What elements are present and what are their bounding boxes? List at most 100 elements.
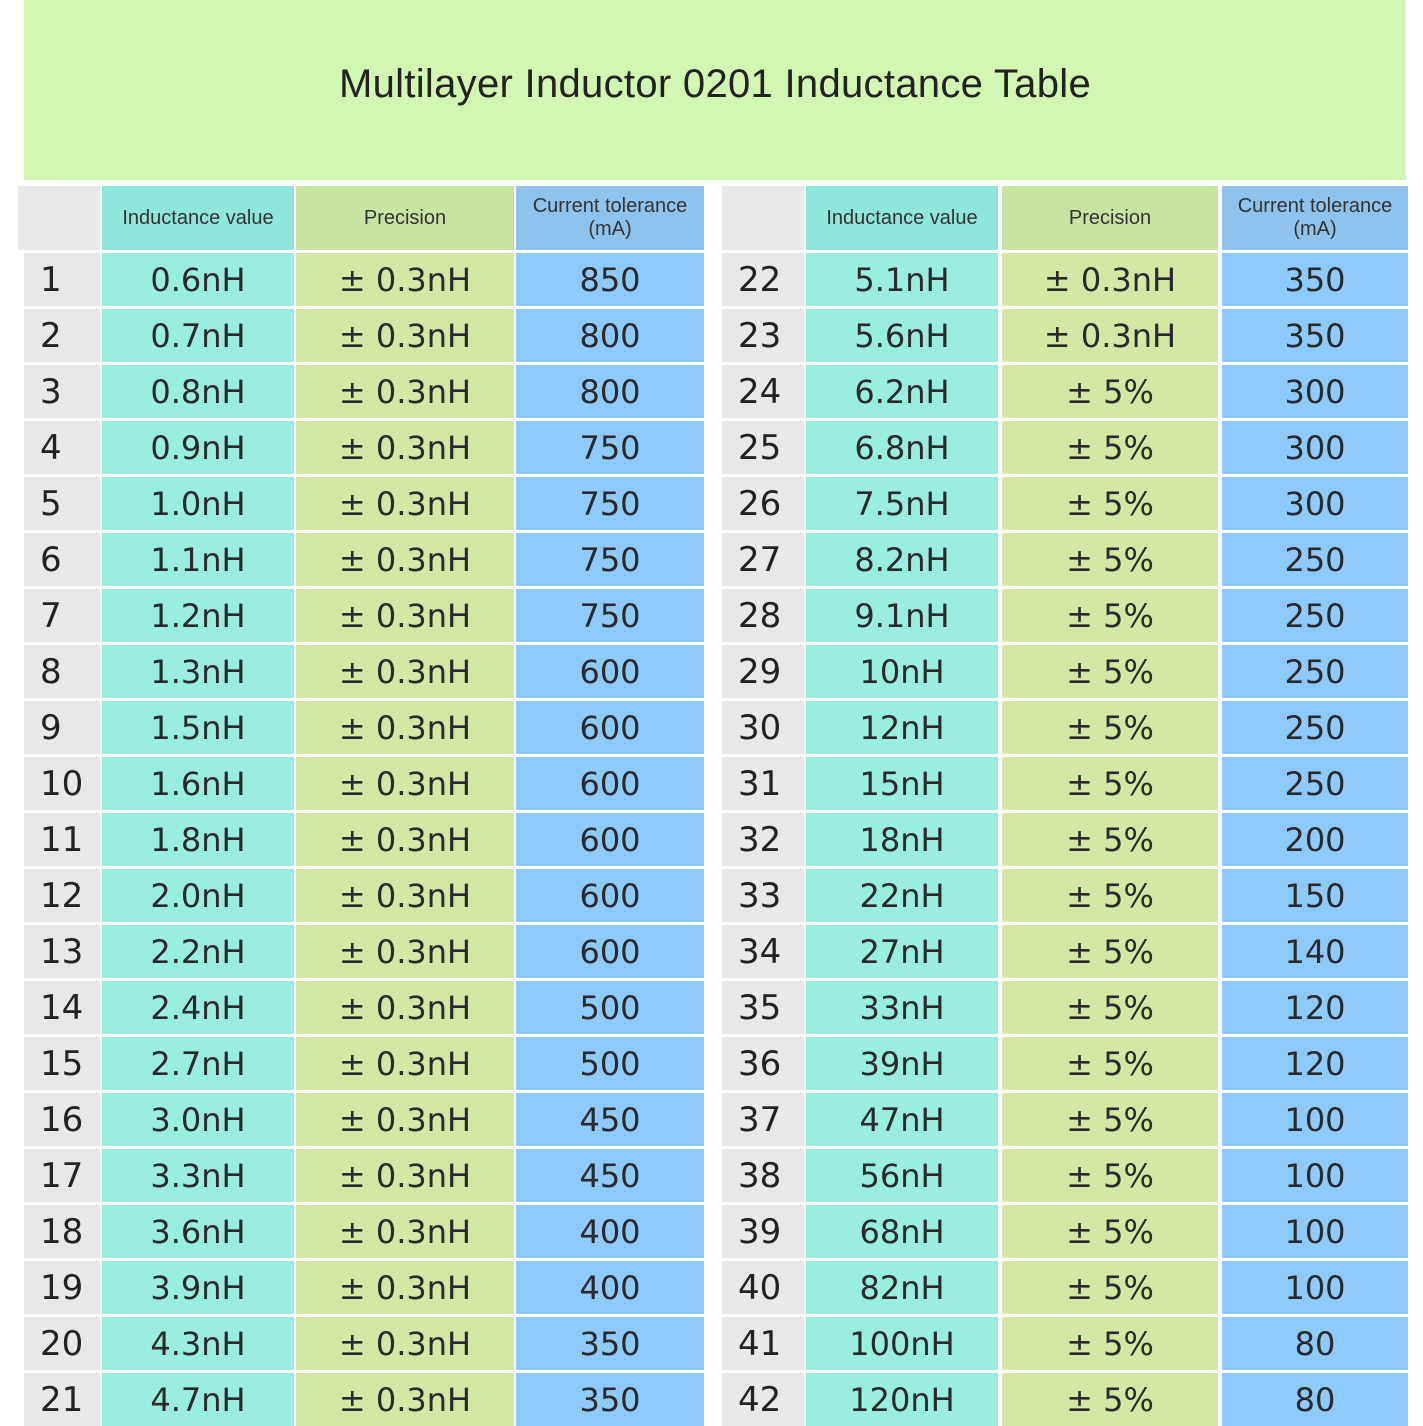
precision-cell: ± 0.3nH <box>296 813 514 866</box>
inductance-cell: 4.7nH <box>102 1373 294 1426</box>
precision-cell: ± 5% <box>1002 589 1218 642</box>
row-number: 19 <box>24 1261 100 1314</box>
inductance-cell: 9.1nH <box>806 589 998 642</box>
row-number: 29 <box>722 645 804 698</box>
row-number: 4 <box>24 421 100 474</box>
inductance-cell: 56nH <box>806 1149 998 1202</box>
current-cell: 80 <box>1222 1373 1408 1426</box>
inductance-cell: 82nH <box>806 1261 998 1314</box>
row-number: 3 <box>24 365 100 418</box>
inductance-cell: 3.0nH <box>102 1093 294 1146</box>
inductance-cell: 3.6nH <box>102 1205 294 1258</box>
row-number: 25 <box>722 421 804 474</box>
precision-cell: ± 5% <box>1002 1205 1218 1258</box>
current-cell: 350 <box>516 1317 704 1370</box>
current-cell: 850 <box>516 253 704 306</box>
inductance-cell: 8.2nH <box>806 533 998 586</box>
inductance-cell: 2.2nH <box>102 925 294 978</box>
header-inductance: Inductance value <box>806 186 998 250</box>
row-number: 41 <box>722 1317 804 1370</box>
precision-cell: ± 0.3nH <box>296 253 514 306</box>
precision-cell: ± 0.3nH <box>296 869 514 922</box>
precision-cell: ± 0.3nH <box>296 645 514 698</box>
inductance-cell: 39nH <box>806 1037 998 1090</box>
precision-cell: ± 0.3nH <box>296 533 514 586</box>
current-cell: 600 <box>516 869 704 922</box>
precision-cell: ± 0.3nH <box>296 757 514 810</box>
current-cell: 250 <box>1222 533 1408 586</box>
current-cell: 300 <box>1222 421 1408 474</box>
inductance-cell: 3.9nH <box>102 1261 294 1314</box>
row-number: 24 <box>722 365 804 418</box>
current-cell: 450 <box>516 1093 704 1146</box>
current-cell: 800 <box>516 365 704 418</box>
inductance-cell: 1.6nH <box>102 757 294 810</box>
row-number: 14 <box>24 981 100 1034</box>
row-number: 30 <box>722 701 804 754</box>
header-precision: Precision <box>1002 186 1218 250</box>
precision-cell: ± 0.3nH <box>296 1093 514 1146</box>
current-cell: 750 <box>516 589 704 642</box>
row-number: 28 <box>722 589 804 642</box>
current-cell: 120 <box>1222 981 1408 1034</box>
precision-cell: ± 0.3nH <box>296 309 514 362</box>
precision-cell: ± 5% <box>1002 869 1218 922</box>
current-cell: 100 <box>1222 1261 1408 1314</box>
inductance-cell: 22nH <box>806 869 998 922</box>
current-cell: 350 <box>1222 253 1408 306</box>
row-number: 40 <box>722 1261 804 1314</box>
precision-cell: ± 0.3nH <box>296 981 514 1034</box>
precision-cell: ± 5% <box>1002 1373 1218 1426</box>
row-number: 1 <box>24 253 100 306</box>
inductance-cell: 5.1nH <box>806 253 998 306</box>
precision-cell: ± 0.3nH <box>296 477 514 530</box>
row-number: 38 <box>722 1149 804 1202</box>
current-cell: 100 <box>1222 1205 1408 1258</box>
precision-cell: ± 5% <box>1002 981 1218 1034</box>
precision-cell: ± 5% <box>1002 365 1218 418</box>
current-cell: 750 <box>516 477 704 530</box>
title-band: Multilayer Inductor 0201 Inductance Tabl… <box>24 0 1406 180</box>
current-cell: 600 <box>516 925 704 978</box>
inductance-cell: 15nH <box>806 757 998 810</box>
inductance-cell: 120nH <box>806 1373 998 1426</box>
precision-cell: ± 0.3nH <box>296 925 514 978</box>
precision-cell: ± 0.3nH <box>296 1373 514 1426</box>
row-number: 17 <box>24 1149 100 1202</box>
header-current: Current tolerance (mA) <box>1222 186 1408 250</box>
current-cell: 150 <box>1222 869 1408 922</box>
row-number: 37 <box>722 1093 804 1146</box>
inductance-cell: 5.6nH <box>806 309 998 362</box>
row-number: 11 <box>24 813 100 866</box>
precision-cell: ± 5% <box>1002 421 1218 474</box>
inductance-cell: 1.3nH <box>102 645 294 698</box>
inductance-cell: 33nH <box>806 981 998 1034</box>
precision-cell: ± 0.3nH <box>296 1205 514 1258</box>
current-cell: 80 <box>1222 1317 1408 1370</box>
header-current: Current tolerance (mA) <box>516 186 704 250</box>
precision-cell: ± 0.3nH <box>1002 253 1218 306</box>
row-number: 33 <box>722 869 804 922</box>
inductance-cell: 18nH <box>806 813 998 866</box>
row-number: 27 <box>722 533 804 586</box>
inductance-cell: 1.2nH <box>102 589 294 642</box>
row-number: 7 <box>24 589 100 642</box>
current-cell: 750 <box>516 421 704 474</box>
row-number: 22 <box>722 253 804 306</box>
precision-cell: ± 0.3nH <box>296 1149 514 1202</box>
row-number: 15 <box>24 1037 100 1090</box>
current-cell: 500 <box>516 981 704 1034</box>
precision-cell: ± 5% <box>1002 1093 1218 1146</box>
inductance-cell: 2.4nH <box>102 981 294 1034</box>
row-number: 31 <box>722 757 804 810</box>
precision-cell: ± 0.3nH <box>296 589 514 642</box>
inductance-cell: 0.7nH <box>102 309 294 362</box>
precision-cell: ± 5% <box>1002 1037 1218 1090</box>
inductance-cell: 0.9nH <box>102 421 294 474</box>
inductance-cell: 1.1nH <box>102 533 294 586</box>
current-cell: 140 <box>1222 925 1408 978</box>
current-cell: 250 <box>1222 757 1408 810</box>
precision-cell: ± 5% <box>1002 757 1218 810</box>
current-cell: 250 <box>1222 701 1408 754</box>
current-cell: 600 <box>516 813 704 866</box>
